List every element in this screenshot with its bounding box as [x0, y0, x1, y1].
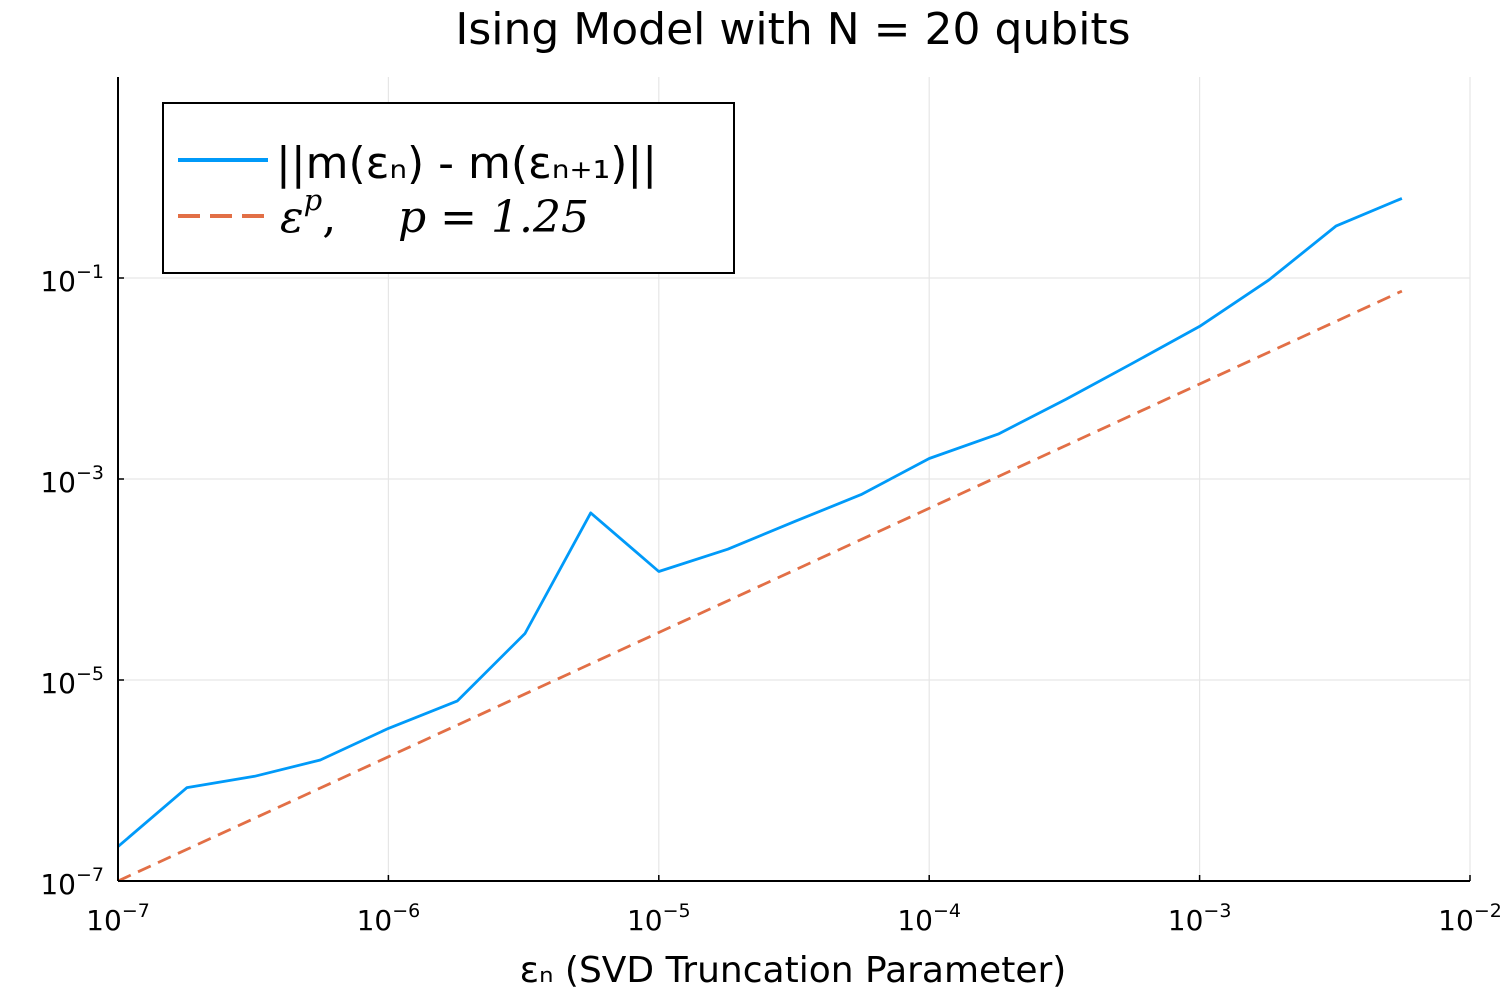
legend-p-value: p = 1.25 — [398, 192, 589, 243]
x-tick-label: 10−4 — [897, 900, 961, 937]
series-line-2 — [117, 289, 1403, 883]
series-layer — [117, 197, 1403, 883]
chart-title: Ising Model with N = 20 qubits — [455, 4, 1130, 55]
x-tick-label: 10−7 — [86, 900, 150, 937]
y-tick-label: 10−5 — [40, 663, 104, 700]
legend: ||m(εₙ) - m(εₙ₊₁)|| εp, p = 1.25 — [162, 102, 735, 274]
legend-label-series-2: εp, p = 1.25 — [280, 183, 589, 243]
legend-epsilon: ε — [280, 192, 304, 243]
legend-label-series-1: ||m(εₙ) - m(εₙ₊₁)|| — [276, 138, 657, 189]
y-tick-label: 10−7 — [40, 864, 104, 901]
y-tick-label: 10−1 — [40, 261, 104, 298]
x-tick-label: 10−2 — [1438, 900, 1500, 937]
legend-box — [162, 102, 735, 274]
x-tick-label: 10−5 — [627, 900, 691, 937]
x-axis-ticks: 10−7 10−6 10−5 10−4 10−3 10−2 — [86, 875, 1500, 937]
x-tick-label: 10−3 — [1168, 900, 1232, 937]
legend-exponent: p — [304, 183, 323, 217]
series-line-1 — [117, 197, 1403, 848]
legend-comma: , — [322, 192, 336, 243]
x-axis-label: εₙ (SVD Truncation Parameter) — [520, 950, 1067, 991]
y-axis-ticks: 10−7 10−5 10−3 10−1 — [40, 261, 124, 901]
x-tick-label: 10−6 — [357, 900, 421, 937]
y-tick-label: 10−3 — [40, 462, 104, 499]
